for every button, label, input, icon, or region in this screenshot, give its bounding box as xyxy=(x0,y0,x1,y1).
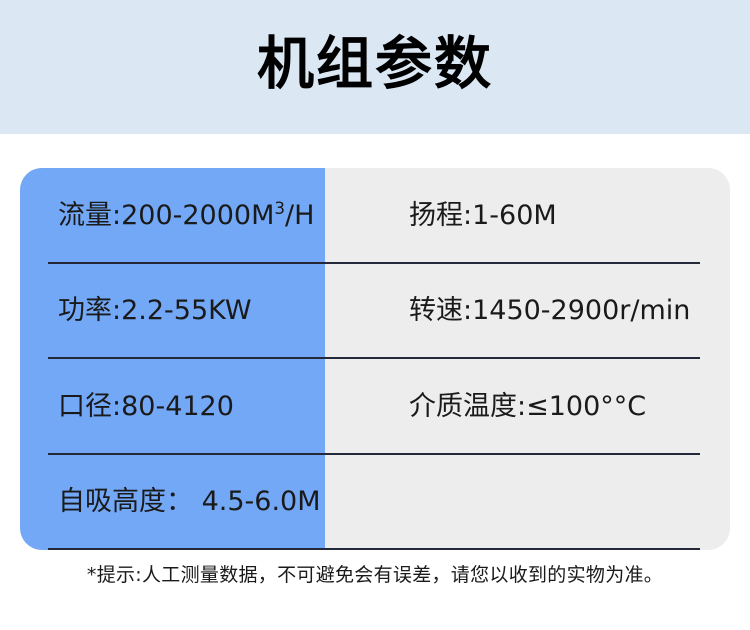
cubic-meter-superscript: 3 xyxy=(274,197,286,218)
spec-cell-flow: 流量:200-2000M3/H xyxy=(20,168,325,264)
spec-rows: 流量:200-2000M3/H 扬程:1-60M 功率:2.2-55KW 转速:… xyxy=(20,168,730,550)
page-title: 机组参数 xyxy=(257,30,493,97)
row-divider xyxy=(48,357,700,359)
spec-cell-suction-height: 自吸高度： 4.5-6.0M xyxy=(20,455,325,551)
row-divider xyxy=(48,261,700,264)
page-header-band: 机组参数 xyxy=(0,0,750,134)
spec-cell-head-label: 扬程:1-60M xyxy=(409,199,557,231)
spec-cell-medium-temperature: 介质温度:≤100°°C xyxy=(325,359,730,455)
spec-table-card: 流量:200-2000M3/H 扬程:1-60M 功率:2.2-55KW 转速:… xyxy=(20,168,730,550)
spec-cell-speed-label: 转速:1450-2900r/min xyxy=(409,295,691,327)
spec-cell-flow-label: 流量:200-2000M3/H xyxy=(58,197,315,231)
spec-cell-medium-temperature-label: 介质温度:≤100°°C xyxy=(409,390,647,422)
spec-cell-suction-height-label: 自吸高度： 4.5-6.0M xyxy=(58,486,321,518)
spec-cell-power: 功率:2.2-55KW xyxy=(20,264,325,360)
measurement-disclaimer-note: *提示:人工测量数据，不可避免会有误差，请您以收到的实物为准。 xyxy=(86,564,664,586)
spec-right-column-background xyxy=(325,168,730,550)
spec-cell-speed: 转速:1450-2900r/min xyxy=(325,264,730,360)
table-row: 口径:80-4120 介质温度:≤100°°C xyxy=(20,359,730,455)
spec-cell-power-label: 功率:2.2-55KW xyxy=(58,295,252,327)
row-divider xyxy=(48,548,700,550)
table-row: 自吸高度： 4.5-6.0M xyxy=(20,455,730,551)
spec-cell-head: 扬程:1-60M xyxy=(325,168,730,264)
row-divider xyxy=(48,452,700,455)
table-row: 功率:2.2-55KW 转速:1450-2900r/min xyxy=(20,264,730,360)
spec-cell-empty xyxy=(325,455,730,551)
table-row: 流量:200-2000M3/H 扬程:1-60M xyxy=(20,168,730,264)
spec-left-column-background xyxy=(20,168,325,550)
spec-cell-diameter-label: 口径:80-4120 xyxy=(58,390,234,422)
spec-cell-diameter: 口径:80-4120 xyxy=(20,359,325,455)
